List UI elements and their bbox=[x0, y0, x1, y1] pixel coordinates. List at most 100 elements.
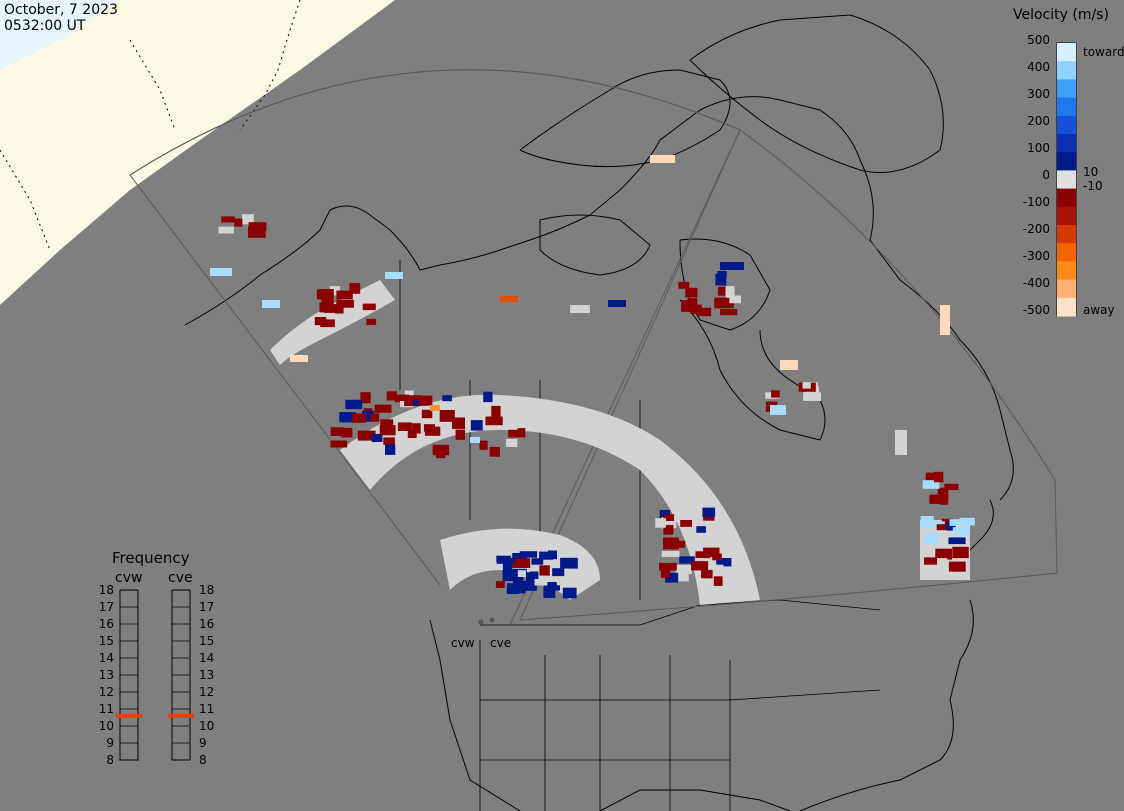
velocity-cell bbox=[505, 423, 518, 430]
frequency-level-label-left: 10 bbox=[98, 719, 114, 733]
colorbar-segment bbox=[1057, 115, 1076, 135]
velocity-cell bbox=[334, 307, 344, 314]
velocity-inner-label-negative: -10 bbox=[1083, 179, 1103, 193]
velocity-cell bbox=[442, 395, 452, 402]
velocity-cell bbox=[379, 425, 396, 436]
velocity-cell bbox=[218, 226, 234, 234]
velocity-tick-label: -200 bbox=[1022, 222, 1050, 236]
velocity-cell bbox=[495, 581, 505, 588]
velocity-cell bbox=[517, 570, 526, 577]
frequency-level-label-left: 15 bbox=[98, 634, 114, 648]
colorbar-segments bbox=[1057, 43, 1076, 317]
velocity-cell bbox=[519, 551, 538, 558]
velocity-cell bbox=[320, 319, 335, 328]
map-date: October, 7 2023 bbox=[4, 2, 118, 18]
velocity-cell bbox=[404, 390, 414, 400]
velocity-cell bbox=[345, 399, 363, 410]
map-time: 0532:00 UT bbox=[4, 18, 86, 34]
frequency-ticks bbox=[120, 589, 190, 761]
colorbar-segment bbox=[1057, 170, 1076, 190]
velocity-cell bbox=[949, 519, 965, 526]
velocity-scale-title: Velocity (m/s) bbox=[1013, 7, 1109, 23]
velocity-cell bbox=[505, 438, 518, 447]
velocity-cell bbox=[703, 514, 715, 521]
frequency-level-label-right: 9 bbox=[199, 736, 207, 750]
velocity-cell bbox=[531, 558, 544, 565]
velocity-cell bbox=[470, 437, 480, 443]
velocity-cell bbox=[407, 430, 417, 438]
velocity-cell bbox=[483, 391, 493, 403]
velocity-cell bbox=[678, 281, 690, 289]
colorbar-segment bbox=[1057, 134, 1076, 153]
velocity-cell bbox=[940, 305, 950, 335]
velocity-cell bbox=[526, 572, 535, 582]
velocity-cell bbox=[959, 517, 975, 526]
velocity-cell bbox=[502, 562, 513, 571]
velocity-cell bbox=[262, 300, 280, 308]
velocity-cell bbox=[385, 444, 396, 455]
velocity-cell bbox=[720, 262, 744, 270]
velocity-cell bbox=[948, 561, 966, 572]
velocity-cell bbox=[716, 558, 732, 567]
colorbar-segment bbox=[1057, 188, 1076, 208]
velocity-cell bbox=[421, 409, 433, 419]
velocity-cell bbox=[489, 446, 500, 457]
velocity-cell bbox=[715, 273, 727, 286]
velocity-tick-label: 0 bbox=[1042, 168, 1050, 182]
cve-frequency-marker bbox=[168, 713, 194, 718]
frequency-level-label-right: 18 bbox=[199, 583, 215, 597]
velocity-cell bbox=[418, 395, 433, 406]
velocity-cell bbox=[685, 287, 698, 298]
velocity-cell bbox=[397, 422, 412, 431]
velocity-tick-label: 100 bbox=[1027, 141, 1050, 155]
frequency-level-label-right: 15 bbox=[199, 634, 215, 648]
velocity-cell bbox=[663, 514, 675, 521]
radar-site-cve bbox=[489, 617, 495, 623]
velocity-cell bbox=[544, 582, 560, 591]
colorbar-segment bbox=[1057, 206, 1076, 226]
velocity-cell bbox=[500, 296, 518, 302]
terminator-line bbox=[0, 149, 51, 251]
velocity-cell bbox=[543, 556, 554, 568]
frequency-level-label-right: 11 bbox=[199, 702, 215, 716]
velocity-cell bbox=[608, 300, 626, 307]
colorbar-segment bbox=[1057, 79, 1076, 99]
velocity-cell bbox=[925, 472, 937, 483]
velocity-cell bbox=[696, 526, 706, 533]
frequency-level-label-right: 12 bbox=[199, 685, 215, 699]
velocity-cell bbox=[676, 573, 689, 582]
velocity-cell bbox=[371, 433, 383, 442]
velocity-cell bbox=[679, 556, 695, 564]
velocity-cell bbox=[383, 437, 395, 445]
velocity-cell bbox=[385, 272, 403, 279]
velocity-cell bbox=[318, 289, 334, 299]
frequency-level-label-left: 14 bbox=[98, 651, 114, 665]
velocity-cell bbox=[390, 445, 404, 457]
velocity-cell bbox=[360, 392, 371, 404]
frequency-level-label-left: 9 bbox=[106, 736, 114, 750]
velocity-cell bbox=[512, 575, 524, 586]
radar-site-cvw bbox=[478, 619, 484, 625]
velocity-cell bbox=[924, 557, 938, 565]
frequency-level-label-left: 8 bbox=[106, 753, 114, 767]
away-label: away bbox=[1083, 303, 1115, 317]
velocity-cell bbox=[714, 564, 724, 572]
velocity-cell bbox=[508, 428, 526, 438]
velocity-tick-label: -100 bbox=[1022, 195, 1050, 209]
colorbar-segment bbox=[1057, 152, 1076, 171]
velocity-cell bbox=[539, 551, 553, 560]
velocity-cell bbox=[655, 518, 666, 528]
frequency-scales bbox=[116, 589, 194, 761]
velocity-cell bbox=[539, 565, 550, 576]
velocity-cell bbox=[386, 391, 397, 401]
colorbar-segment bbox=[1057, 97, 1076, 117]
velocity-cell bbox=[675, 564, 692, 575]
velocity-cell bbox=[929, 494, 945, 504]
velocity-cell bbox=[336, 290, 353, 300]
velocity-cell bbox=[329, 286, 341, 296]
velocity-inner-label-positive: 10 bbox=[1083, 165, 1099, 179]
velocity-cell bbox=[455, 429, 466, 440]
velocity-cell bbox=[690, 304, 702, 314]
colorbar-segment bbox=[1057, 243, 1076, 262]
